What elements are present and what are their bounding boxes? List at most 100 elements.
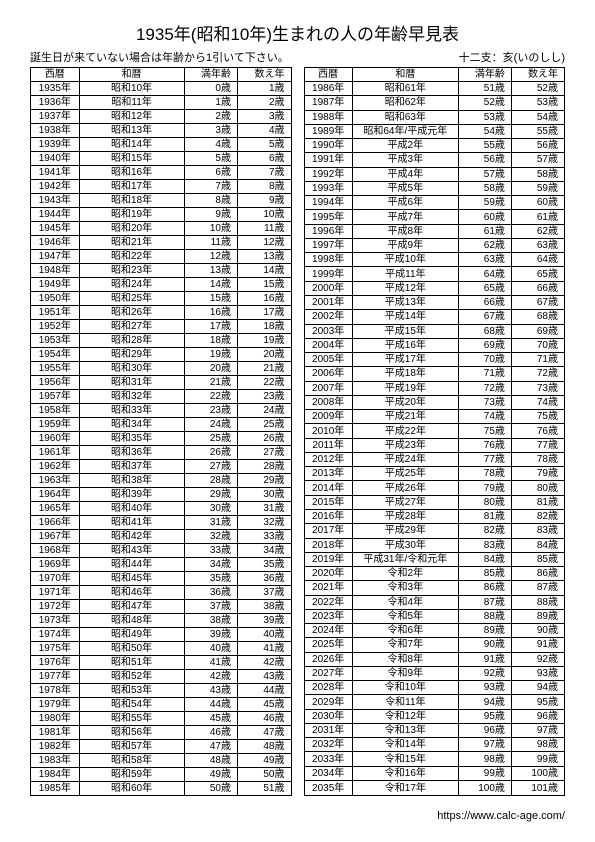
cell-kazoe: 13歳 <box>237 250 291 264</box>
cell-seireki: 2005年 <box>304 353 352 367</box>
cell-wareki: 令和16年 <box>352 766 458 780</box>
cell-kazoe: 37歳 <box>237 586 291 600</box>
cell-seireki: 2006年 <box>304 367 352 381</box>
cell-man: 12歳 <box>184 250 237 264</box>
cell-wareki: 平成19年 <box>352 381 458 395</box>
table-row: 2011年平成23年76歳77歳 <box>304 438 565 452</box>
cell-wareki: 昭和19年 <box>79 208 184 222</box>
cell-man: 58歳 <box>458 181 511 195</box>
cell-wareki: 令和6年 <box>352 624 458 638</box>
cell-seireki: 1963年 <box>31 474 80 488</box>
table-row: 1993年平成5年58歳59歳 <box>304 181 565 195</box>
table-row: 1970年昭和45年35歳36歳 <box>31 572 292 586</box>
page-title: 1935年(昭和10年)生まれの人の年齢早見表 <box>30 20 565 45</box>
cell-man: 48歳 <box>184 754 237 768</box>
cell-kazoe: 5歳 <box>237 138 291 152</box>
cell-seireki: 1957年 <box>31 390 80 404</box>
cell-man: 46歳 <box>184 726 237 740</box>
cell-wareki: 昭和30年 <box>79 362 184 376</box>
cell-seireki: 2008年 <box>304 395 352 409</box>
cell-man: 67歳 <box>458 310 511 324</box>
cell-seireki: 2024年 <box>304 624 352 638</box>
cell-man: 69歳 <box>458 338 511 352</box>
cell-wareki: 昭和33年 <box>79 404 184 418</box>
table-row: 1944年昭和19年9歳10歳 <box>31 208 292 222</box>
cell-man: 34歳 <box>184 558 237 572</box>
cell-seireki: 1971年 <box>31 586 80 600</box>
cell-man: 22歳 <box>184 390 237 404</box>
cell-seireki: 1958年 <box>31 404 80 418</box>
cell-wareki: 昭和31年 <box>79 376 184 390</box>
cell-seireki: 2023年 <box>304 609 352 623</box>
cell-kazoe: 72歳 <box>511 367 564 381</box>
cell-seireki: 2007年 <box>304 381 352 395</box>
header-man: 満年齢 <box>458 68 511 82</box>
cell-kazoe: 21歳 <box>237 362 291 376</box>
cell-kazoe: 79歳 <box>511 467 564 481</box>
cell-man: 49歳 <box>184 768 237 782</box>
cell-kazoe: 24歳 <box>237 404 291 418</box>
cell-man: 62歳 <box>458 238 511 252</box>
cell-kazoe: 80歳 <box>511 481 564 495</box>
header-wareki: 和暦 <box>79 68 184 82</box>
cell-man: 51歳 <box>458 82 511 96</box>
table-row: 1961年昭和36年26歳27歳 <box>31 446 292 460</box>
cell-kazoe: 94歳 <box>511 681 564 695</box>
age-table-left: 西暦 和暦 満年齢 数え年 1935年昭和10年0歳1歳1936年昭和11年1歳… <box>30 67 292 796</box>
cell-man: 5歳 <box>184 152 237 166</box>
cell-man: 39歳 <box>184 628 237 642</box>
header-kazoe: 数え年 <box>237 68 291 82</box>
cell-wareki: 昭和35年 <box>79 432 184 446</box>
table-row: 2028年令和10年93歳94歳 <box>304 681 565 695</box>
cell-wareki: 平成3年 <box>352 153 458 167</box>
cell-man: 33歳 <box>184 544 237 558</box>
cell-kazoe: 32歳 <box>237 516 291 530</box>
cell-wareki: 昭和26年 <box>79 306 184 320</box>
cell-wareki: 昭和57年 <box>79 740 184 754</box>
cell-seireki: 2010年 <box>304 424 352 438</box>
cell-wareki: 昭和60年 <box>79 782 184 796</box>
cell-kazoe: 64歳 <box>511 253 564 267</box>
table-row: 1998年平成10年63歳64歳 <box>304 253 565 267</box>
cell-wareki: 昭和36年 <box>79 446 184 460</box>
table-row: 1987年昭和62年52歳53歳 <box>304 96 565 110</box>
cell-man: 86歳 <box>458 581 511 595</box>
cell-man: 97歳 <box>458 738 511 752</box>
table-row: 2012年平成24年77歳78歳 <box>304 452 565 466</box>
cell-wareki: 昭和18年 <box>79 194 184 208</box>
cell-kazoe: 20歳 <box>237 348 291 362</box>
table-row: 1954年昭和29年19歳20歳 <box>31 348 292 362</box>
cell-seireki: 1943年 <box>31 194 80 208</box>
cell-kazoe: 39歳 <box>237 614 291 628</box>
cell-seireki: 2015年 <box>304 495 352 509</box>
cell-wareki: 昭和32年 <box>79 390 184 404</box>
cell-wareki: 昭和13年 <box>79 124 184 138</box>
cell-man: 70歳 <box>458 353 511 367</box>
cell-wareki: 令和14年 <box>352 738 458 752</box>
cell-kazoe: 75歳 <box>511 410 564 424</box>
table-row: 1996年平成8年61歳62歳 <box>304 224 565 238</box>
cell-kazoe: 27歳 <box>237 446 291 460</box>
table-row: 1991年平成3年56歳57歳 <box>304 153 565 167</box>
cell-kazoe: 98歳 <box>511 738 564 752</box>
table-row: 1935年昭和10年0歳1歳 <box>31 82 292 96</box>
cell-kazoe: 42歳 <box>237 656 291 670</box>
table-row: 1942年昭和17年7歳8歳 <box>31 180 292 194</box>
table-row: 2019年平成31年/令和元年84歳85歳 <box>304 552 565 566</box>
cell-man: 27歳 <box>184 460 237 474</box>
cell-man: 30歳 <box>184 502 237 516</box>
cell-seireki: 1995年 <box>304 210 352 224</box>
cell-seireki: 1977年 <box>31 670 80 684</box>
cell-wareki: 平成23年 <box>352 438 458 452</box>
table-row: 1952年昭和27年17歳18歳 <box>31 320 292 334</box>
cell-wareki: 平成10年 <box>352 253 458 267</box>
cell-seireki: 2020年 <box>304 567 352 581</box>
table-row: 1983年昭和58年48歳49歳 <box>31 754 292 768</box>
cell-man: 28歳 <box>184 474 237 488</box>
cell-kazoe: 6歳 <box>237 152 291 166</box>
table-row: 2020年令和2年85歳86歳 <box>304 567 565 581</box>
cell-seireki: 1939年 <box>31 138 80 152</box>
cell-man: 14歳 <box>184 278 237 292</box>
cell-man: 11歳 <box>184 236 237 250</box>
cell-wareki: 平成24年 <box>352 452 458 466</box>
